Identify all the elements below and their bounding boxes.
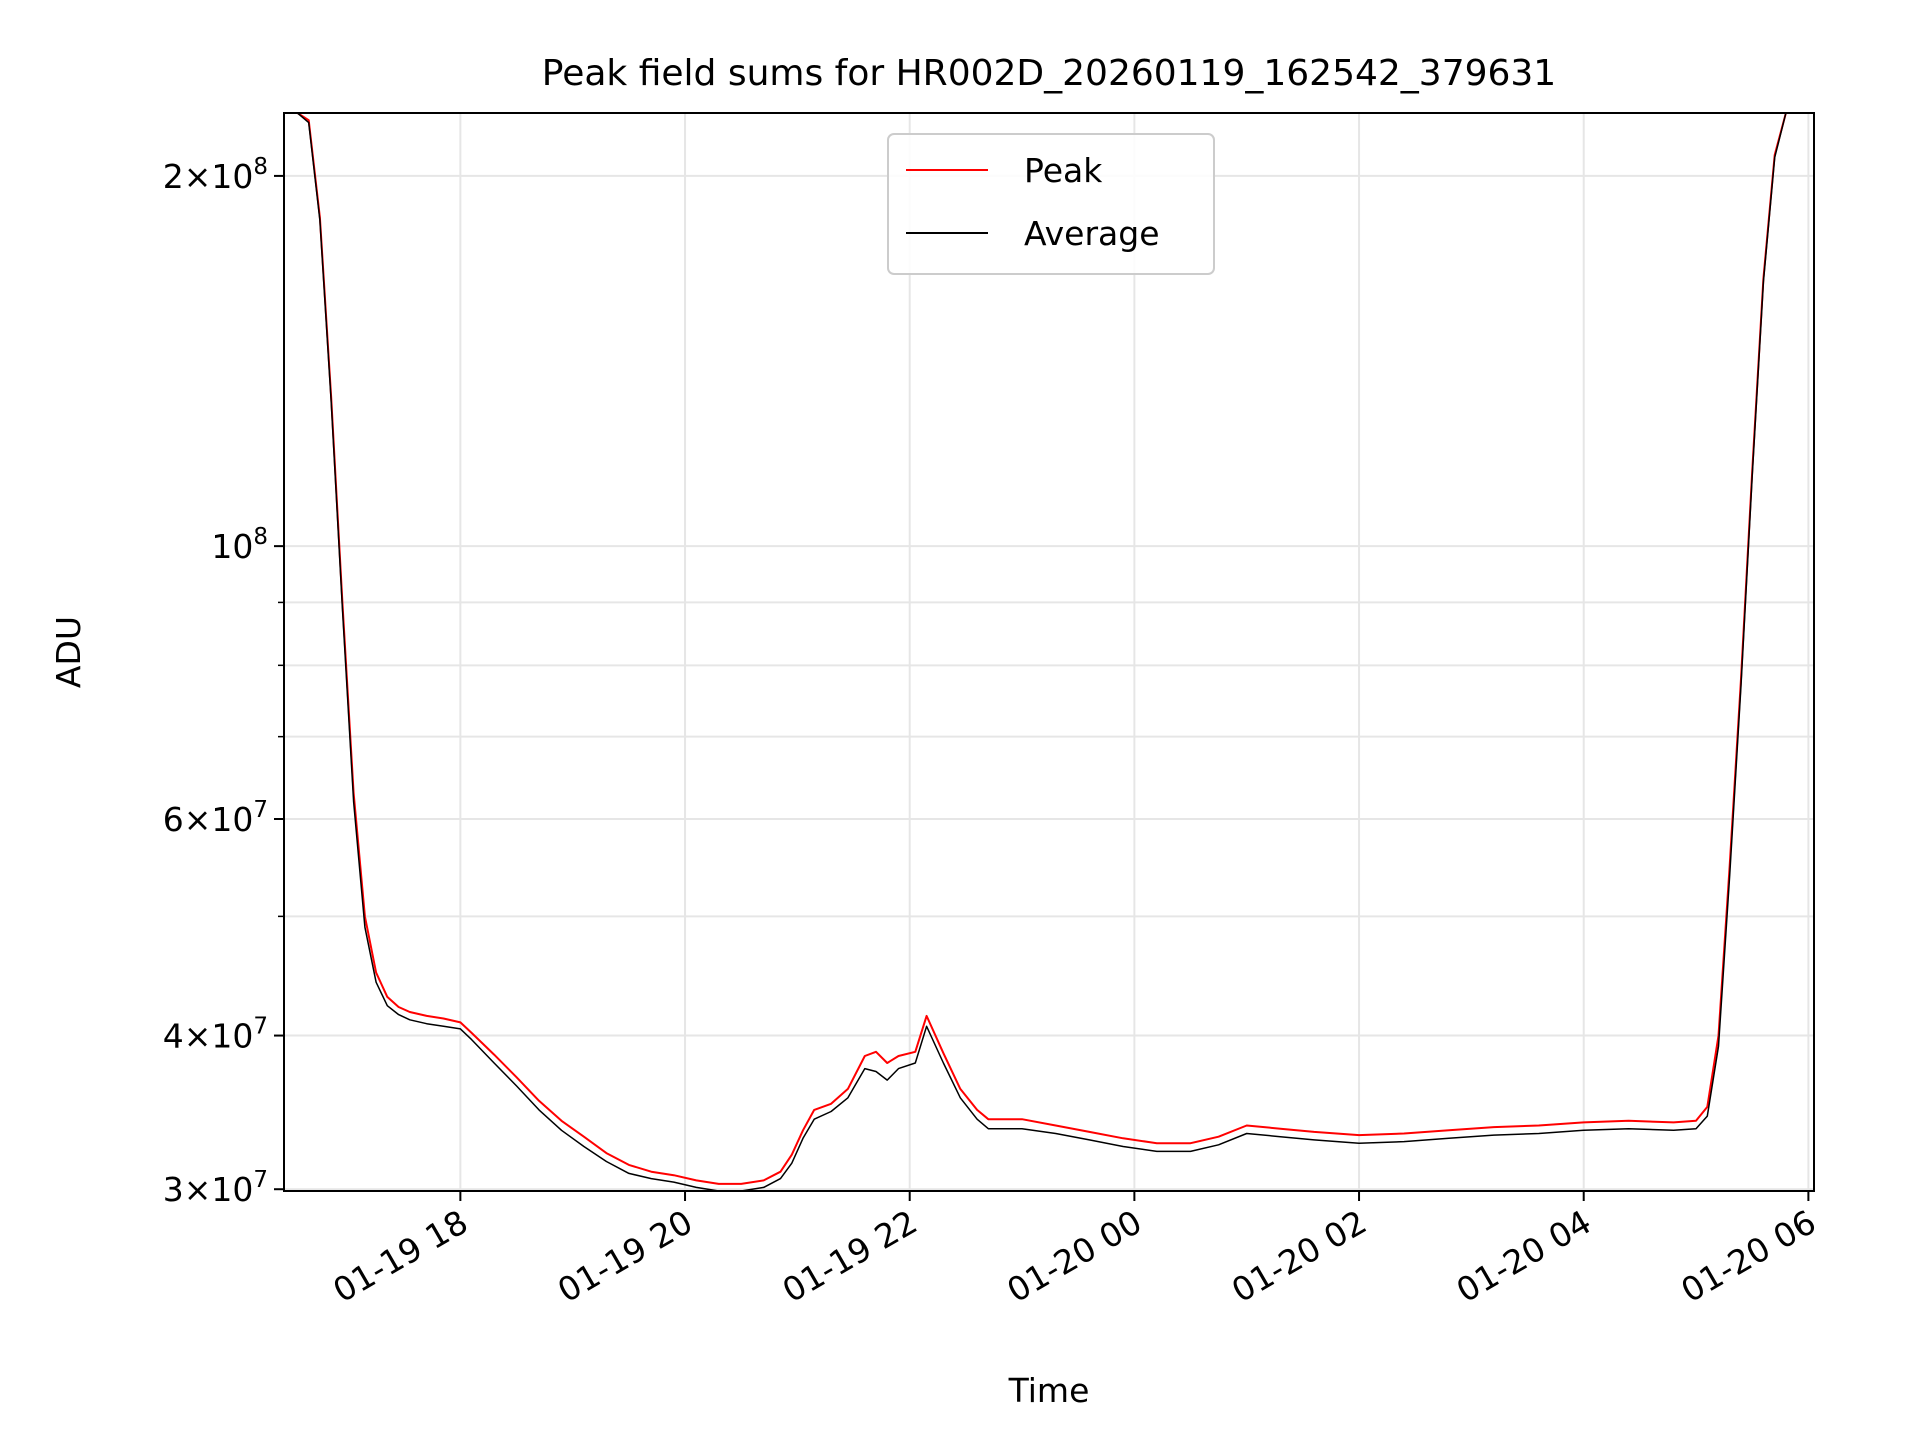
legend-label-peak: Peak <box>1024 151 1103 190</box>
x-axis-label: Time <box>1008 1371 1090 1410</box>
y-tick-label: 3×107 <box>163 1167 268 1209</box>
series-line-peak <box>296 113 1798 1185</box>
y-tick-label: 6×107 <box>163 797 268 839</box>
y-tick-label: 4×107 <box>163 1014 268 1056</box>
legend-label-average: Average <box>1024 214 1160 253</box>
y-axis: 3×107 4×107 6×107 108 2×108 <box>163 154 284 1209</box>
chart-title: Peak field sums for HR002D_20260119_1625… <box>542 53 1556 94</box>
y-tick-label: 2×108 <box>163 154 268 196</box>
y-tick-label: 108 <box>211 524 268 566</box>
legend: Peak Average <box>887 133 1215 275</box>
series-line-average <box>297 113 1798 1191</box>
y-axis-label: ADU <box>49 616 88 688</box>
plot-frame <box>283 112 1815 1192</box>
grid <box>284 113 1814 1191</box>
series-layer <box>296 113 1798 1191</box>
